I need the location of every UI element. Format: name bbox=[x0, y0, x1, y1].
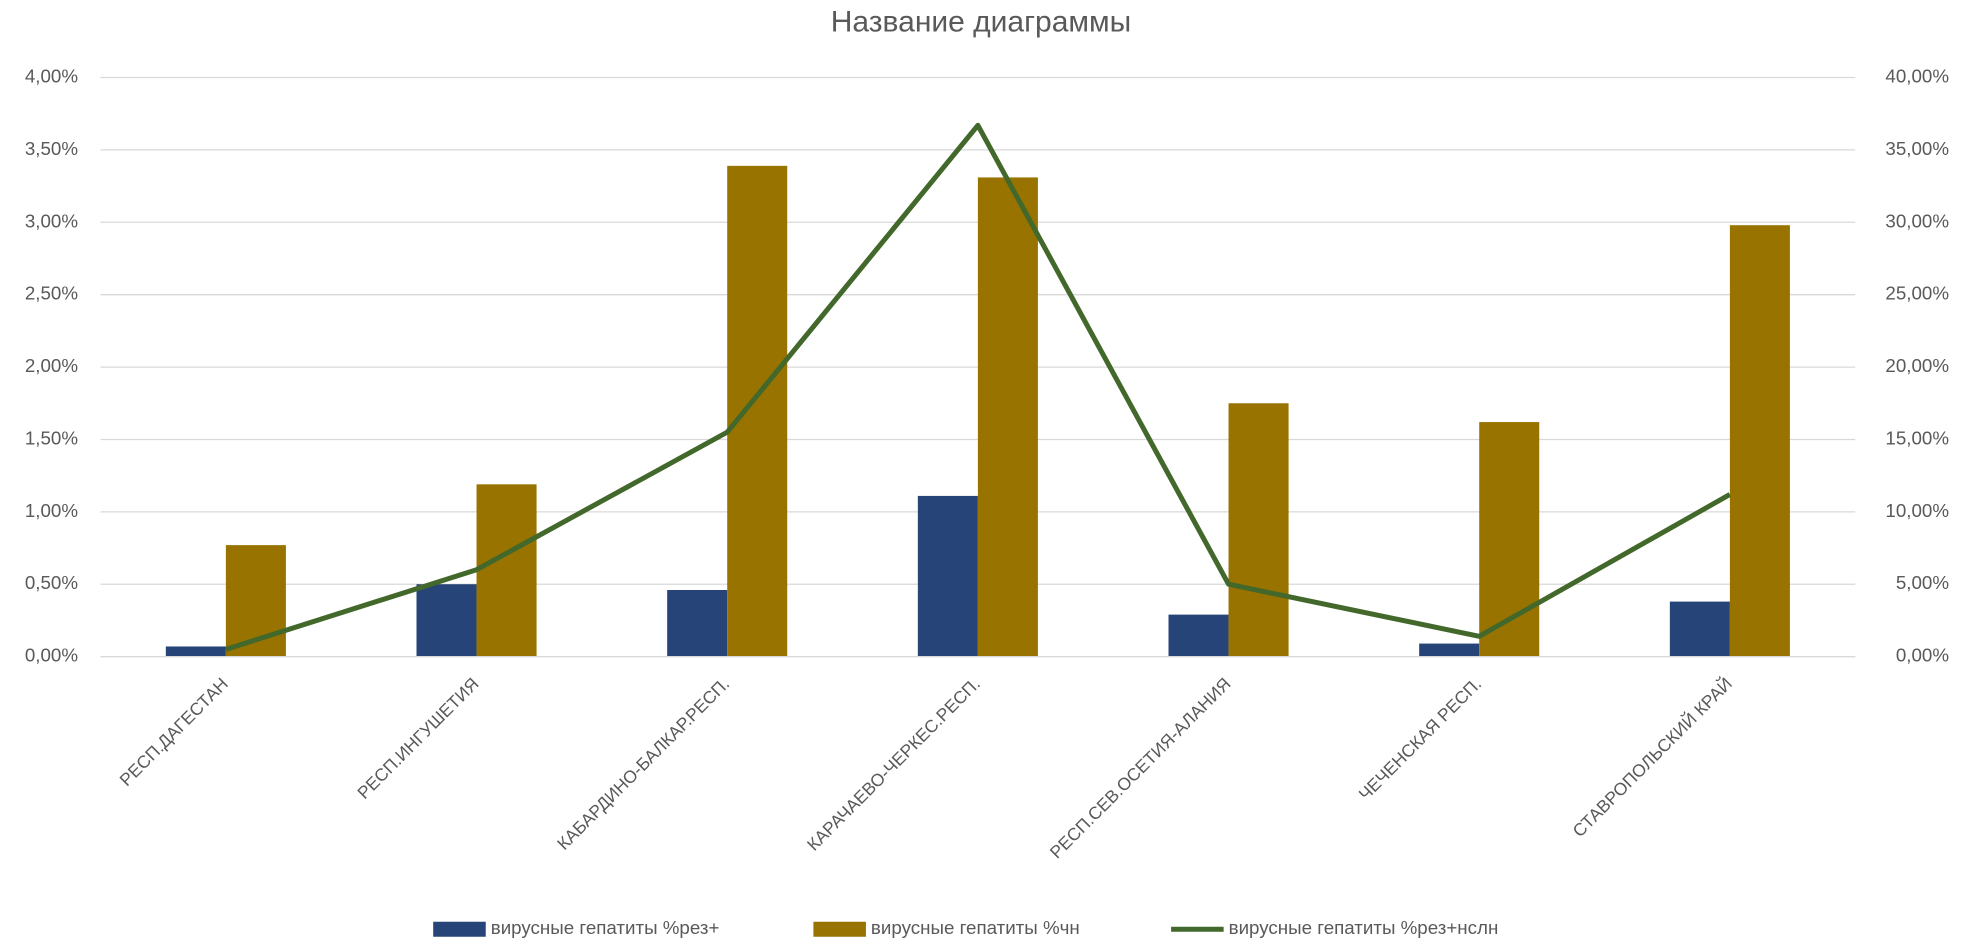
y2-tick-label: 30,00% bbox=[1885, 210, 1949, 231]
x-tick-label: РЕСП.ИНГУШЕТИЯ bbox=[353, 674, 482, 803]
legend-label: вирусные гепатиты %рез+нслн bbox=[1229, 917, 1499, 938]
y2-tick-label: 5,00% bbox=[1896, 572, 1949, 593]
legend-swatch bbox=[813, 921, 866, 937]
y-tick-label: 0,00% bbox=[25, 645, 78, 666]
bar bbox=[1228, 403, 1289, 657]
y-tick-label: 2,00% bbox=[25, 355, 78, 376]
y-tick-label: 4,00% bbox=[25, 65, 78, 86]
legend-swatch bbox=[433, 921, 486, 937]
line-series bbox=[225, 122, 1732, 652]
x-tick-label: СТАВРОПОЛЬСКИЙ КРАЙ bbox=[1568, 673, 1736, 841]
bar bbox=[165, 646, 226, 657]
y-tick-label: 1,50% bbox=[25, 427, 78, 448]
y-tick-label: 1,00% bbox=[25, 500, 78, 521]
x-tick-label: КАРАЧАЕВО-ЧЕРКЕС.РЕСП. bbox=[803, 674, 984, 855]
bar bbox=[476, 484, 537, 657]
x-tick-label: КАБАРДИНО-БАЛКАР.РЕСП. bbox=[553, 674, 733, 854]
bar bbox=[1729, 225, 1790, 657]
chart-title: Название диаграммы bbox=[831, 6, 1131, 39]
x-tick-label: РЕСП.ДАГЕСТАН bbox=[116, 674, 232, 790]
x-tick-label: ЧЕЧЕНСКАЯ РЕСП. bbox=[1355, 674, 1486, 805]
y2-tick-label: 40,00% bbox=[1885, 65, 1949, 86]
y2-tick-label: 0,00% bbox=[1896, 645, 1949, 666]
y2-tick-label: 35,00% bbox=[1885, 138, 1949, 159]
legend-label: вирусные гепатиты %рез+ bbox=[491, 917, 720, 938]
bar bbox=[667, 590, 728, 657]
y2-tick-label: 25,00% bbox=[1885, 283, 1949, 304]
y2-tick-label: 20,00% bbox=[1885, 355, 1949, 376]
bar bbox=[727, 165, 788, 657]
legend-label: вирусные гепатиты %чн bbox=[871, 917, 1080, 938]
bar bbox=[1669, 601, 1730, 657]
y-tick-label: 3,00% bbox=[25, 210, 78, 231]
y-tick-label: 3,50% bbox=[25, 138, 78, 159]
y2-tick-label: 15,00% bbox=[1885, 427, 1949, 448]
bar bbox=[977, 177, 1038, 657]
bar bbox=[1419, 643, 1480, 657]
bar bbox=[1168, 614, 1229, 657]
y-tick-label: 0,50% bbox=[25, 572, 78, 593]
bar bbox=[917, 495, 978, 657]
x-tick-label: РЕСП.СЕВ.ОСЕТИЯ-АЛАНИЯ bbox=[1046, 674, 1235, 863]
y2-tick-label: 10,00% bbox=[1885, 500, 1949, 521]
y-tick-label: 2,50% bbox=[25, 283, 78, 304]
bar bbox=[416, 584, 477, 657]
